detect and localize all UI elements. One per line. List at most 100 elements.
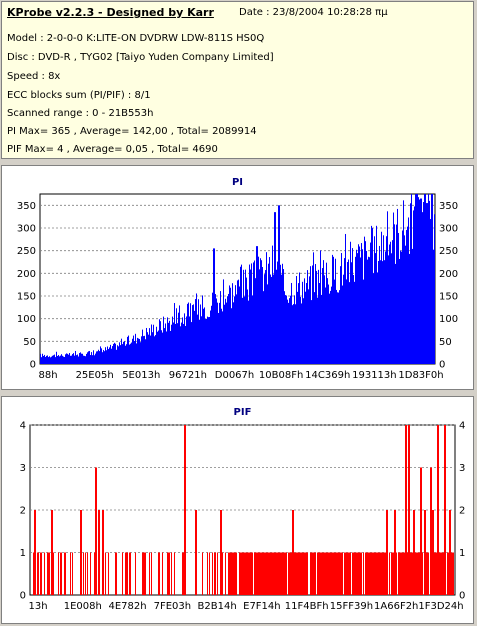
bar-0-115 bbox=[155, 335, 156, 364]
bar-0-153 bbox=[193, 304, 194, 364]
bar-0-84 bbox=[124, 341, 125, 364]
bar-0-267 bbox=[307, 270, 308, 364]
bar-1-384 bbox=[414, 510, 415, 595]
bar-1-338 bbox=[368, 552, 369, 595]
bar-1-72 bbox=[102, 510, 103, 595]
bar-0-324 bbox=[364, 236, 365, 364]
bar-1-374 bbox=[404, 552, 405, 595]
bar-1-311 bbox=[341, 552, 342, 595]
xtick-1-6: 11F4BFh bbox=[285, 601, 329, 612]
bar-0-71 bbox=[111, 348, 112, 364]
bar-0-55 bbox=[95, 353, 96, 364]
bar-0-244 bbox=[284, 291, 285, 364]
bar-1-410 bbox=[440, 552, 441, 595]
bar-0-279 bbox=[319, 282, 320, 364]
bar-0-173 bbox=[213, 248, 214, 364]
bar-0-260 bbox=[300, 296, 301, 364]
bar-1-386 bbox=[416, 552, 417, 595]
bar-1-301 bbox=[331, 552, 332, 595]
bar-0-114 bbox=[154, 336, 155, 364]
bar-0-170 bbox=[210, 310, 211, 364]
xtick-1-2: 4E782h bbox=[109, 601, 147, 612]
bar-1-242 bbox=[272, 552, 273, 595]
bar-1-387 bbox=[417, 552, 418, 595]
bar-1-419 bbox=[449, 510, 450, 595]
xtick-1-7: 15FF39h bbox=[330, 601, 373, 612]
bar-0-99 bbox=[139, 338, 140, 364]
ytick-left-0-0: 0 bbox=[30, 360, 36, 371]
bar-1-105 bbox=[135, 552, 136, 595]
pif-chart-panel: PIF 0 0 1 1 2 2 3 3 4 4 13h 1E008h 4E782h 7FE03h B2B14h… bbox=[1, 396, 474, 624]
bar-0-340 bbox=[380, 260, 381, 364]
bar-1-10 bbox=[40, 552, 41, 595]
bar-0-363 bbox=[403, 200, 404, 364]
bar-0-103 bbox=[143, 336, 144, 364]
bar-1-66 bbox=[96, 467, 97, 595]
bar-1-323 bbox=[353, 552, 354, 595]
bar-0-107 bbox=[147, 332, 148, 364]
bar-0-361 bbox=[401, 251, 402, 364]
bar-0-375 bbox=[415, 194, 416, 364]
bar-0-90 bbox=[130, 343, 131, 364]
pif-chart: PIF 0 0 1 1 2 2 3 3 4 4 13h 1E008h 4E782h 7FE03h B2B14h… bbox=[20, 407, 466, 612]
bar-0-17 bbox=[57, 355, 58, 364]
bar-0-322 bbox=[362, 249, 363, 364]
bar-1-34 bbox=[64, 552, 65, 595]
bar-0-212 bbox=[252, 295, 253, 364]
bar-0-276 bbox=[316, 270, 317, 364]
bar-0-200 bbox=[240, 266, 241, 364]
bar-0-223 bbox=[263, 291, 264, 364]
bar-1-262 bbox=[292, 510, 293, 595]
bar-1-219 bbox=[249, 552, 250, 595]
pi-chart-panel: PI 0 0 50 50 100 100 150 150 200 200 250 250 300 300 35… bbox=[1, 165, 474, 390]
info-panel: KProbe v2.2.3 - Designed by Karr Date : … bbox=[1, 1, 474, 159]
bar-0-236 bbox=[276, 269, 277, 364]
bar-1-254 bbox=[284, 552, 285, 595]
bar-0-32 bbox=[72, 354, 73, 364]
bar-1-154 bbox=[184, 425, 185, 595]
bar-1-342 bbox=[372, 552, 373, 595]
bar-1-261 bbox=[291, 552, 292, 595]
bar-0-162 bbox=[202, 295, 203, 364]
bar-1-198 bbox=[228, 552, 229, 595]
xtick-0-2: 5E013h bbox=[122, 370, 160, 381]
bar-0-284 bbox=[324, 275, 325, 364]
bar-0-126 bbox=[166, 331, 167, 364]
ytick-right-0-3: 150 bbox=[439, 292, 458, 303]
bar-0-94 bbox=[134, 341, 135, 364]
bar-1-317 bbox=[347, 552, 348, 595]
bar-1-152 bbox=[182, 552, 183, 595]
bar-0-323 bbox=[363, 279, 364, 364]
bar-0-277 bbox=[317, 297, 318, 364]
bar-0-116 bbox=[156, 326, 157, 364]
bar-0-138 bbox=[178, 312, 179, 364]
bar-0-155 bbox=[195, 299, 196, 364]
bar-1-55 bbox=[85, 552, 86, 595]
bar-0-72 bbox=[112, 346, 113, 364]
bar-1-322 bbox=[352, 552, 353, 595]
bar-1-69 bbox=[99, 510, 100, 595]
bar-0-86 bbox=[126, 344, 127, 364]
bar-0-8 bbox=[48, 357, 49, 364]
bar-1-266 bbox=[296, 552, 297, 595]
bar-0-204 bbox=[244, 296, 245, 364]
bar-0-50 bbox=[90, 355, 91, 364]
bar-0-339 bbox=[379, 245, 380, 364]
bar-0-292 bbox=[332, 254, 333, 364]
bar-0-1 bbox=[41, 357, 42, 364]
bar-0-15 bbox=[55, 357, 56, 364]
bar-1-422 bbox=[452, 552, 453, 595]
bar-1-172 bbox=[202, 552, 203, 595]
bar-1-336 bbox=[366, 552, 367, 595]
bar-0-325 bbox=[365, 241, 366, 364]
xtick-1-8: 1A66F2h bbox=[374, 601, 418, 612]
bar-0-192 bbox=[232, 283, 233, 364]
bar-0-167 bbox=[207, 316, 208, 364]
bar-1-182 bbox=[212, 552, 213, 595]
bar-1-115 bbox=[145, 552, 146, 595]
bar-0-348 bbox=[388, 255, 389, 364]
bar-0-35 bbox=[75, 350, 76, 364]
bar-1-379 bbox=[409, 425, 410, 595]
bar-1-366 bbox=[396, 552, 397, 595]
bar-1-395 bbox=[425, 510, 426, 595]
